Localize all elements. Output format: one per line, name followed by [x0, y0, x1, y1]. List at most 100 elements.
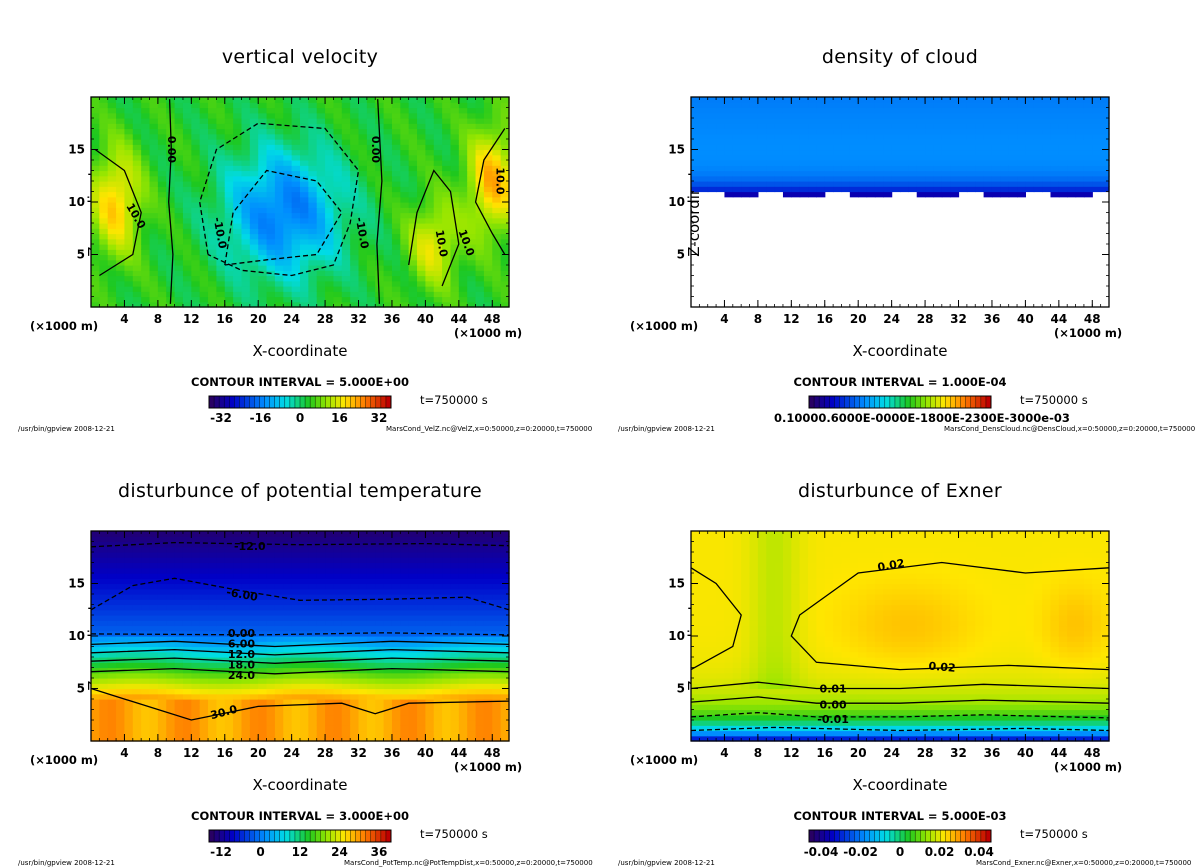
heatmap-cell: [132, 212, 142, 219]
heatmap-cell: [500, 301, 510, 308]
heatmap-cell: [233, 249, 243, 256]
heatmap-cell: [233, 259, 243, 266]
heatmap-cell: [350, 291, 360, 298]
heatmap-cell: [467, 186, 477, 193]
heatmap-cell: [757, 139, 767, 145]
heatmap-cell: [141, 233, 151, 240]
heatmap-cell: [316, 139, 326, 145]
heatmap-cell: [91, 725, 100, 732]
heatmap-cell: [274, 233, 284, 240]
heatmap-cell: [300, 552, 309, 558]
time-label: t=750000 s: [420, 393, 488, 407]
heatmap-cell: [891, 175, 901, 182]
heatmap-cell: [216, 228, 226, 235]
heatmap-cell: [858, 181, 868, 187]
heatmap-cell: [333, 630, 343, 637]
heatmap-cell: [400, 212, 410, 219]
heatmap-cell: [116, 573, 126, 579]
heatmap-cell: [1092, 144, 1102, 151]
heatmap-cell: [475, 291, 485, 298]
heatmap-cell: [757, 133, 767, 140]
heatmap-cell: [166, 202, 176, 208]
heatmap-cell: [99, 615, 109, 621]
heatmap-cell: [366, 270, 376, 277]
heatmap-cell: [966, 97, 976, 103]
heatmap-cell: [241, 636, 251, 642]
heatmap-cell: [1100, 170, 1110, 177]
heatmap-cell: [408, 725, 418, 732]
heatmap-cell: [308, 181, 318, 187]
heatmap-cell: [99, 259, 109, 266]
heatmap-cell: [216, 207, 226, 214]
heatmap-cell: [91, 165, 100, 172]
heatmap-cell: [157, 196, 167, 203]
heatmap-cell: [408, 699, 418, 705]
heatmap-cell: [258, 688, 268, 695]
heatmap-cell: [99, 228, 109, 235]
heatmap-cell: [116, 196, 126, 203]
heatmap-cell: [941, 102, 951, 109]
heatmap-cell: [450, 223, 460, 229]
heatmap-cell: [325, 714, 335, 721]
heatmap-cell: [1083, 149, 1093, 156]
heatmap-cell: [182, 102, 192, 109]
colorbar-swatch: [889, 395, 896, 409]
heatmap-cell: [99, 175, 109, 182]
heatmap-cell: [417, 128, 426, 135]
heatmap-cell: [249, 301, 259, 308]
heatmap-cell: [258, 202, 268, 208]
heatmap-field: [91, 97, 510, 308]
heatmap-cell: [258, 552, 268, 558]
heatmap-cell: [492, 280, 502, 287]
heatmap-cell: [291, 646, 301, 653]
heatmap-cell: [925, 186, 935, 193]
heatmap-cell: [182, 609, 192, 616]
heatmap-cell: [291, 657, 301, 663]
heatmap-cell: [450, 149, 460, 156]
heatmap-cell: [116, 212, 126, 219]
heatmap-cell: [358, 275, 368, 282]
heatmap-cell: [132, 636, 142, 642]
heatmap-cell: [900, 181, 909, 187]
heatmap-cell: [124, 112, 134, 119]
heatmap-cell: [732, 112, 742, 119]
heatmap-cell: [182, 725, 192, 732]
heatmap-cell: [258, 128, 268, 135]
heatmap-cell: [141, 583, 151, 590]
heatmap-cell: [191, 186, 201, 193]
heatmap-cell: [475, 202, 485, 208]
heatmap-cell: [283, 296, 293, 303]
heatmap-cell: [358, 170, 368, 177]
heatmap-cell: [266, 144, 276, 151]
heatmap-cell: [833, 170, 843, 177]
heatmap-cell: [467, 202, 477, 208]
heatmap-cell: [1075, 112, 1085, 119]
heatmap-cell: [483, 165, 493, 172]
heatmap-cell: [208, 128, 217, 135]
heatmap-cell: [933, 123, 943, 130]
heatmap-cell: [166, 541, 176, 548]
heatmap-cell: [1083, 186, 1093, 193]
heatmap-cell: [191, 212, 201, 219]
heatmap-cell: [400, 625, 410, 632]
heatmap-cell: [216, 244, 226, 250]
heatmap-cell: [300, 207, 309, 214]
heatmap-cell: [350, 280, 360, 287]
heatmap-cell: [141, 139, 151, 145]
heatmap-cell: [157, 118, 167, 124]
heatmap-cell: [116, 280, 126, 287]
heatmap-cell: [350, 202, 360, 208]
heatmap-cell: [866, 160, 876, 166]
heatmap-cell: [191, 646, 201, 653]
heatmap-cell: [124, 212, 134, 219]
heatmap-cell: [858, 107, 868, 114]
heatmap-cell: [107, 223, 117, 229]
heatmap-cell: [300, 170, 309, 177]
heatmap-cell: [308, 720, 318, 726]
heatmap-cell: [341, 107, 351, 114]
heatmap-cell: [291, 212, 301, 219]
heatmap-cell: [366, 196, 376, 203]
heatmap-cell: [291, 286, 301, 292]
heatmap-cell: [266, 301, 276, 308]
heatmap-cell: [316, 107, 326, 114]
